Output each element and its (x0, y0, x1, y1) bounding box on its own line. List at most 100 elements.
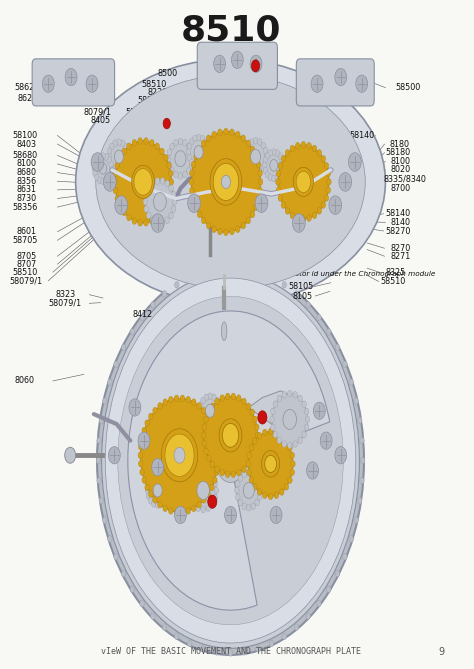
Circle shape (206, 155, 210, 161)
Circle shape (237, 473, 261, 508)
Circle shape (134, 169, 152, 195)
Circle shape (271, 424, 275, 431)
Text: 8100: 8100 (226, 88, 246, 98)
Circle shape (298, 437, 302, 444)
Circle shape (190, 471, 217, 510)
Circle shape (148, 498, 153, 504)
Circle shape (120, 167, 125, 173)
Circle shape (246, 142, 250, 149)
Circle shape (42, 75, 54, 92)
Circle shape (281, 162, 285, 169)
Circle shape (272, 393, 308, 446)
Circle shape (246, 460, 251, 467)
Circle shape (278, 163, 283, 169)
Circle shape (255, 646, 260, 652)
Text: 58270: 58270 (385, 227, 411, 235)
Circle shape (149, 139, 154, 146)
Circle shape (321, 202, 326, 208)
Circle shape (142, 477, 146, 483)
Circle shape (170, 167, 174, 174)
Circle shape (167, 149, 172, 155)
Circle shape (246, 217, 250, 224)
Circle shape (312, 145, 317, 152)
Circle shape (216, 444, 220, 450)
Text: 58510: 58510 (142, 80, 167, 89)
Circle shape (100, 178, 105, 185)
Circle shape (210, 500, 215, 507)
Circle shape (174, 282, 179, 288)
Circle shape (335, 68, 346, 86)
Circle shape (250, 147, 255, 153)
Circle shape (238, 499, 243, 506)
Circle shape (206, 149, 211, 155)
Circle shape (307, 142, 311, 149)
Text: 8271: 8271 (391, 252, 411, 261)
FancyBboxPatch shape (197, 42, 277, 90)
Circle shape (169, 396, 173, 403)
Circle shape (121, 571, 126, 577)
Circle shape (201, 646, 205, 652)
Circle shape (288, 477, 292, 484)
Circle shape (296, 171, 310, 193)
Circle shape (178, 138, 182, 145)
Circle shape (97, 154, 102, 161)
Circle shape (165, 434, 194, 476)
Circle shape (107, 174, 111, 181)
Text: 8105: 8105 (292, 292, 312, 300)
Circle shape (140, 469, 145, 476)
Circle shape (175, 151, 186, 167)
Circle shape (236, 226, 240, 233)
Circle shape (171, 206, 176, 212)
Circle shape (272, 175, 276, 182)
Text: 8060: 8060 (14, 377, 34, 385)
Text: 8270: 8270 (391, 244, 411, 253)
Circle shape (305, 416, 310, 423)
Circle shape (282, 633, 286, 640)
Circle shape (100, 153, 105, 159)
Circle shape (188, 194, 201, 213)
Circle shape (172, 199, 177, 205)
Circle shape (194, 145, 203, 159)
Circle shape (284, 484, 289, 490)
Circle shape (257, 138, 262, 145)
Circle shape (191, 132, 261, 232)
Circle shape (148, 477, 153, 484)
Circle shape (291, 460, 295, 467)
Circle shape (257, 432, 262, 439)
Circle shape (216, 460, 220, 467)
Text: 8100: 8100 (237, 244, 257, 253)
Circle shape (214, 487, 219, 494)
Circle shape (246, 140, 250, 147)
Circle shape (97, 437, 101, 444)
Circle shape (285, 150, 290, 156)
Circle shape (357, 497, 362, 504)
Circle shape (187, 640, 192, 647)
Circle shape (186, 149, 191, 155)
Circle shape (236, 494, 240, 500)
Circle shape (206, 505, 210, 512)
Text: 58356: 58356 (12, 203, 37, 211)
Circle shape (104, 154, 109, 161)
Circle shape (163, 498, 167, 504)
Circle shape (155, 143, 159, 150)
Circle shape (194, 204, 198, 211)
Circle shape (113, 187, 118, 194)
Circle shape (317, 314, 321, 321)
Circle shape (118, 155, 122, 161)
Circle shape (208, 422, 212, 429)
Circle shape (249, 138, 254, 145)
Text: 8146/1: 8146/1 (194, 107, 222, 116)
Circle shape (146, 185, 151, 191)
Circle shape (112, 179, 117, 185)
Circle shape (173, 171, 178, 178)
Circle shape (348, 153, 361, 171)
Circle shape (201, 468, 205, 474)
Circle shape (258, 170, 262, 177)
Text: 8323: 8323 (55, 290, 75, 299)
Circle shape (124, 164, 128, 171)
Circle shape (97, 266, 364, 655)
Circle shape (138, 452, 143, 458)
Circle shape (218, 129, 222, 136)
Circle shape (166, 155, 171, 162)
Circle shape (201, 140, 206, 147)
